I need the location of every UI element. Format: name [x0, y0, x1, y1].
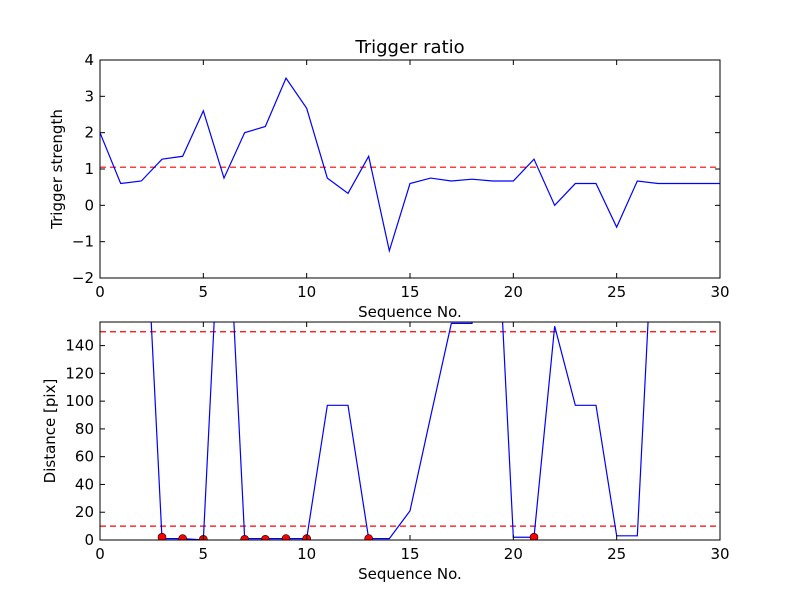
x-axis-label: Sequence No.: [358, 303, 462, 321]
x-tick-label: 30: [710, 545, 729, 563]
y-tick-label: 0: [84, 531, 94, 549]
subplot-trigger-ratio: Trigger ratio 0 5 10 15 20 25 30 −2 −1 0 1 2 3 4 Sequ…: [48, 37, 730, 321]
data-point: [364, 534, 373, 540]
series-line: [100, 76, 720, 254]
x-tick-label: 0: [95, 283, 105, 301]
y-tick-label: −2: [72, 269, 94, 287]
data-point: [240, 535, 249, 540]
data-point: [178, 534, 187, 540]
data-point: [281, 534, 291, 540]
data-point: [529, 532, 539, 540]
y-axis-label: Trigger strength: [48, 109, 66, 230]
x-tick-label: 20: [504, 545, 523, 563]
x-tick-label: 0: [95, 545, 105, 563]
subplot-distance: 0 5 10 15 20 25 30 0 20 40 60 80 100 120 140 Sequence …: [41, 321, 730, 583]
x-tick-label: 5: [199, 283, 209, 301]
y-tick-label: 100: [65, 392, 94, 410]
data-point: [157, 532, 167, 540]
x-tick-label: 20: [504, 283, 523, 301]
y-tick-label: 120: [65, 364, 94, 382]
x-tick-label: 10: [297, 545, 316, 563]
y-tick-label: 1: [84, 160, 94, 178]
y-tick-label: 60: [75, 448, 94, 466]
data-point: [261, 535, 270, 540]
chart-title: Trigger ratio: [354, 37, 464, 58]
y-axis-label: Distance [pix]: [41, 379, 59, 484]
y-tick-label: 3: [84, 87, 94, 105]
y-tick-label: 4: [84, 51, 94, 69]
x-tick-label: 5: [199, 545, 209, 563]
y-tick-label: −1: [72, 233, 94, 251]
y-tick-label: 80: [75, 420, 94, 438]
x-axis-label: Sequence No.: [358, 565, 462, 583]
x-tick-label: 30: [710, 283, 729, 301]
x-tick-label: 25: [607, 283, 626, 301]
x-tick-label: 15: [400, 283, 419, 301]
x-tick-label: 15: [400, 545, 419, 563]
y-tick-label: 0: [84, 196, 94, 214]
y-tick-label: 140: [65, 337, 94, 355]
x-tick-label: 10: [297, 283, 316, 301]
y-tick-label: 20: [75, 503, 94, 521]
y-tick-label: 40: [75, 475, 94, 493]
x-tick-label: 25: [607, 545, 626, 563]
y-tick-label: 2: [84, 124, 94, 142]
